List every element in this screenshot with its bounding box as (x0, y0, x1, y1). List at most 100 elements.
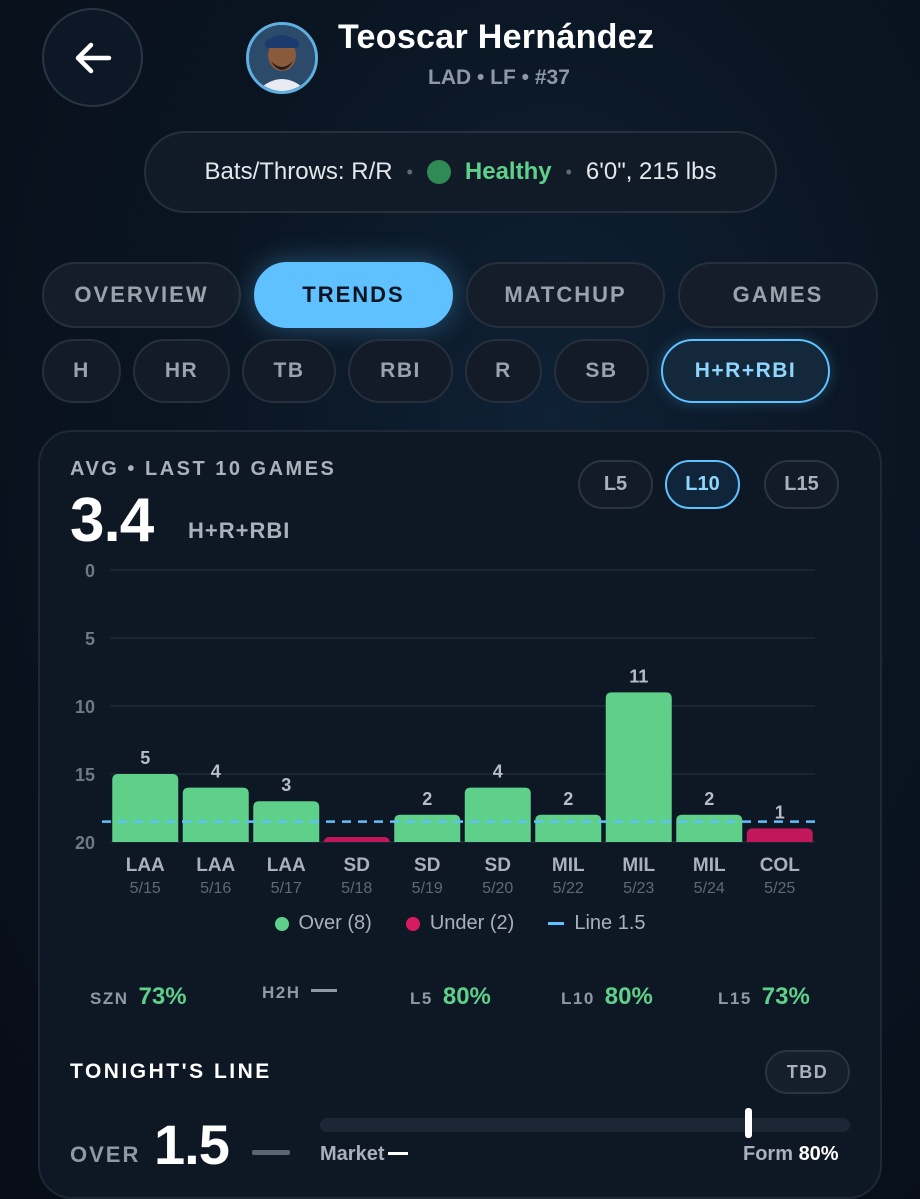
hit-rate-h2h: H2H (262, 983, 337, 1003)
back-button[interactable] (42, 8, 143, 107)
hit-rate-key: L15 (718, 989, 752, 1008)
x-category-label: MIL (693, 855, 726, 876)
y-tick-label: 5 (85, 629, 95, 649)
hit-rate-key: L10 (561, 989, 595, 1008)
x-date-label: 5/22 (553, 880, 584, 897)
bar-value-label: 1 (775, 802, 785, 822)
player-subtitle: LAD • LF • #37 (428, 66, 570, 89)
x-category-label: SD (414, 855, 440, 876)
chart-legend: Over (8) Under (2) Line 1.5 (0, 912, 920, 935)
bar (394, 814, 461, 842)
tab-overview[interactable]: OVERVIEW (42, 262, 241, 328)
tab-trends[interactable]: TRENDS (254, 262, 453, 328)
legend-under-dot (405, 916, 420, 931)
stat-filter-hr[interactable]: HR (133, 339, 230, 403)
x-category-label: SD (485, 855, 511, 876)
hit-rate-key: L5 (410, 989, 433, 1008)
bar (464, 787, 531, 842)
legend-under: Under (2) (405, 912, 515, 935)
legend-over-label: Over (8) (298, 912, 372, 934)
avg-label: AVG • LAST 10 GAMES (70, 458, 337, 480)
bar-value-label: 4 (211, 762, 221, 782)
tab-matchup[interactable]: MATCHUP (466, 262, 665, 328)
bar-value-label: 5 (140, 748, 150, 768)
tab-games[interactable]: GAMES (678, 262, 878, 328)
separator-dot: • (565, 161, 572, 182)
stat-filter-tb[interactable]: TB (242, 339, 336, 403)
avg-unit: H+R+RBI (188, 518, 291, 543)
market-label-text: Market (320, 1143, 385, 1165)
hit-rate-l15: L15 73% (718, 983, 810, 1011)
hit-rate-value: 73% (138, 983, 187, 1010)
hit-rate-l5: L5 80% (410, 983, 491, 1011)
bar-value-label: 2 (563, 789, 573, 809)
stat-filter-h[interactable]: H (42, 339, 121, 403)
arrow-left-icon (75, 42, 111, 73)
hit-rate-szn: SZN 73% (90, 983, 187, 1011)
bar (112, 774, 179, 842)
x-date-label: 5/15 (130, 880, 161, 897)
x-date-label: 5/23 (623, 880, 654, 897)
range-l15[interactable]: L15 (764, 460, 839, 509)
x-date-label: 5/16 (200, 880, 231, 897)
legend-over: Over (8) (274, 912, 372, 935)
y-tick-label: 15 (75, 765, 95, 785)
x-category-label: MIL (622, 855, 655, 876)
hit-rate-value: 80% (604, 983, 653, 1010)
hit-rate-value: 73% (761, 983, 810, 1010)
x-date-label: 5/24 (694, 880, 725, 897)
bar (605, 692, 672, 842)
market-label: Market (320, 1143, 409, 1166)
over-label: OVER (70, 1142, 141, 1167)
bar (746, 828, 813, 842)
hit-rate-value: 80% (442, 983, 491, 1010)
bar (676, 814, 743, 842)
market-form-track (320, 1118, 850, 1132)
hit-rate-row: SZN 73% H2H L5 80% L10 80% L15 73% (0, 983, 920, 1013)
avatar (246, 22, 318, 94)
hit-rate-key: H2H (262, 983, 301, 1002)
bar (535, 814, 602, 842)
bar-value-label: 11 (629, 666, 648, 686)
form-label-text: Form (743, 1143, 793, 1165)
bar-value-label: 2 (422, 789, 432, 809)
y-tick-label: 10 (75, 697, 95, 717)
stat-filter-sb[interactable]: SB (554, 339, 649, 403)
tbd-badge: TBD (765, 1050, 850, 1094)
x-date-label: 5/25 (764, 880, 795, 897)
range-l10[interactable]: L10 (665, 460, 740, 509)
x-category-label: SD (344, 855, 370, 876)
health-status: Healthy (464, 158, 552, 185)
stat-filter-r[interactable]: R (465, 339, 542, 403)
height-weight: 6'0", 215 lbs (585, 158, 717, 185)
bar-value-label: 4 (493, 762, 503, 782)
range-l5[interactable]: L5 (578, 460, 653, 509)
hit-rate-l10: L10 80% (561, 983, 653, 1011)
form-value: 80% (798, 1143, 839, 1165)
x-category-label: LAA (126, 855, 165, 876)
stat-filter-h-r-rbi[interactable]: H+R+RBI (661, 339, 830, 403)
x-category-label: LAA (196, 855, 235, 876)
trends-card (38, 430, 882, 1199)
line-value: 1.5 (154, 1113, 230, 1176)
tonight-line-title: TONIGHT'S LINE (70, 1060, 272, 1083)
stat-filter-rbi[interactable]: RBI (348, 339, 453, 403)
player-info-bar: Bats/Throws: R/R • Healthy • 6'0", 215 l… (144, 131, 777, 213)
market-empty-dash (388, 1152, 409, 1155)
form-label: Form 80% (743, 1143, 839, 1166)
x-date-label: 5/18 (341, 880, 372, 897)
legend-line-dash (548, 922, 565, 925)
y-tick-label: 0 (85, 562, 95, 581)
bar-value-label: 2 (704, 789, 714, 809)
separator-dot: • (406, 161, 413, 182)
hit-rate-empty-dash (310, 989, 337, 992)
x-date-label: 5/19 (412, 880, 443, 897)
player-name: Teoscar Hernández (338, 18, 655, 56)
bar (182, 787, 249, 842)
legend-under-label: Under (2) (429, 912, 515, 934)
x-category-label: MIL (552, 855, 585, 876)
avg-value: 3.4 (70, 486, 154, 555)
main-tabs: OVERVIEW TRENDS MATCHUP GAMES (42, 262, 878, 328)
trend-bar-chart: 0 5 10 15 20 5 LAA 5/15 4 LAA 5/16 3 LAA 5/17 SD 5/18 2 S… (75, 562, 817, 897)
y-tick-label: 20 (75, 833, 95, 853)
